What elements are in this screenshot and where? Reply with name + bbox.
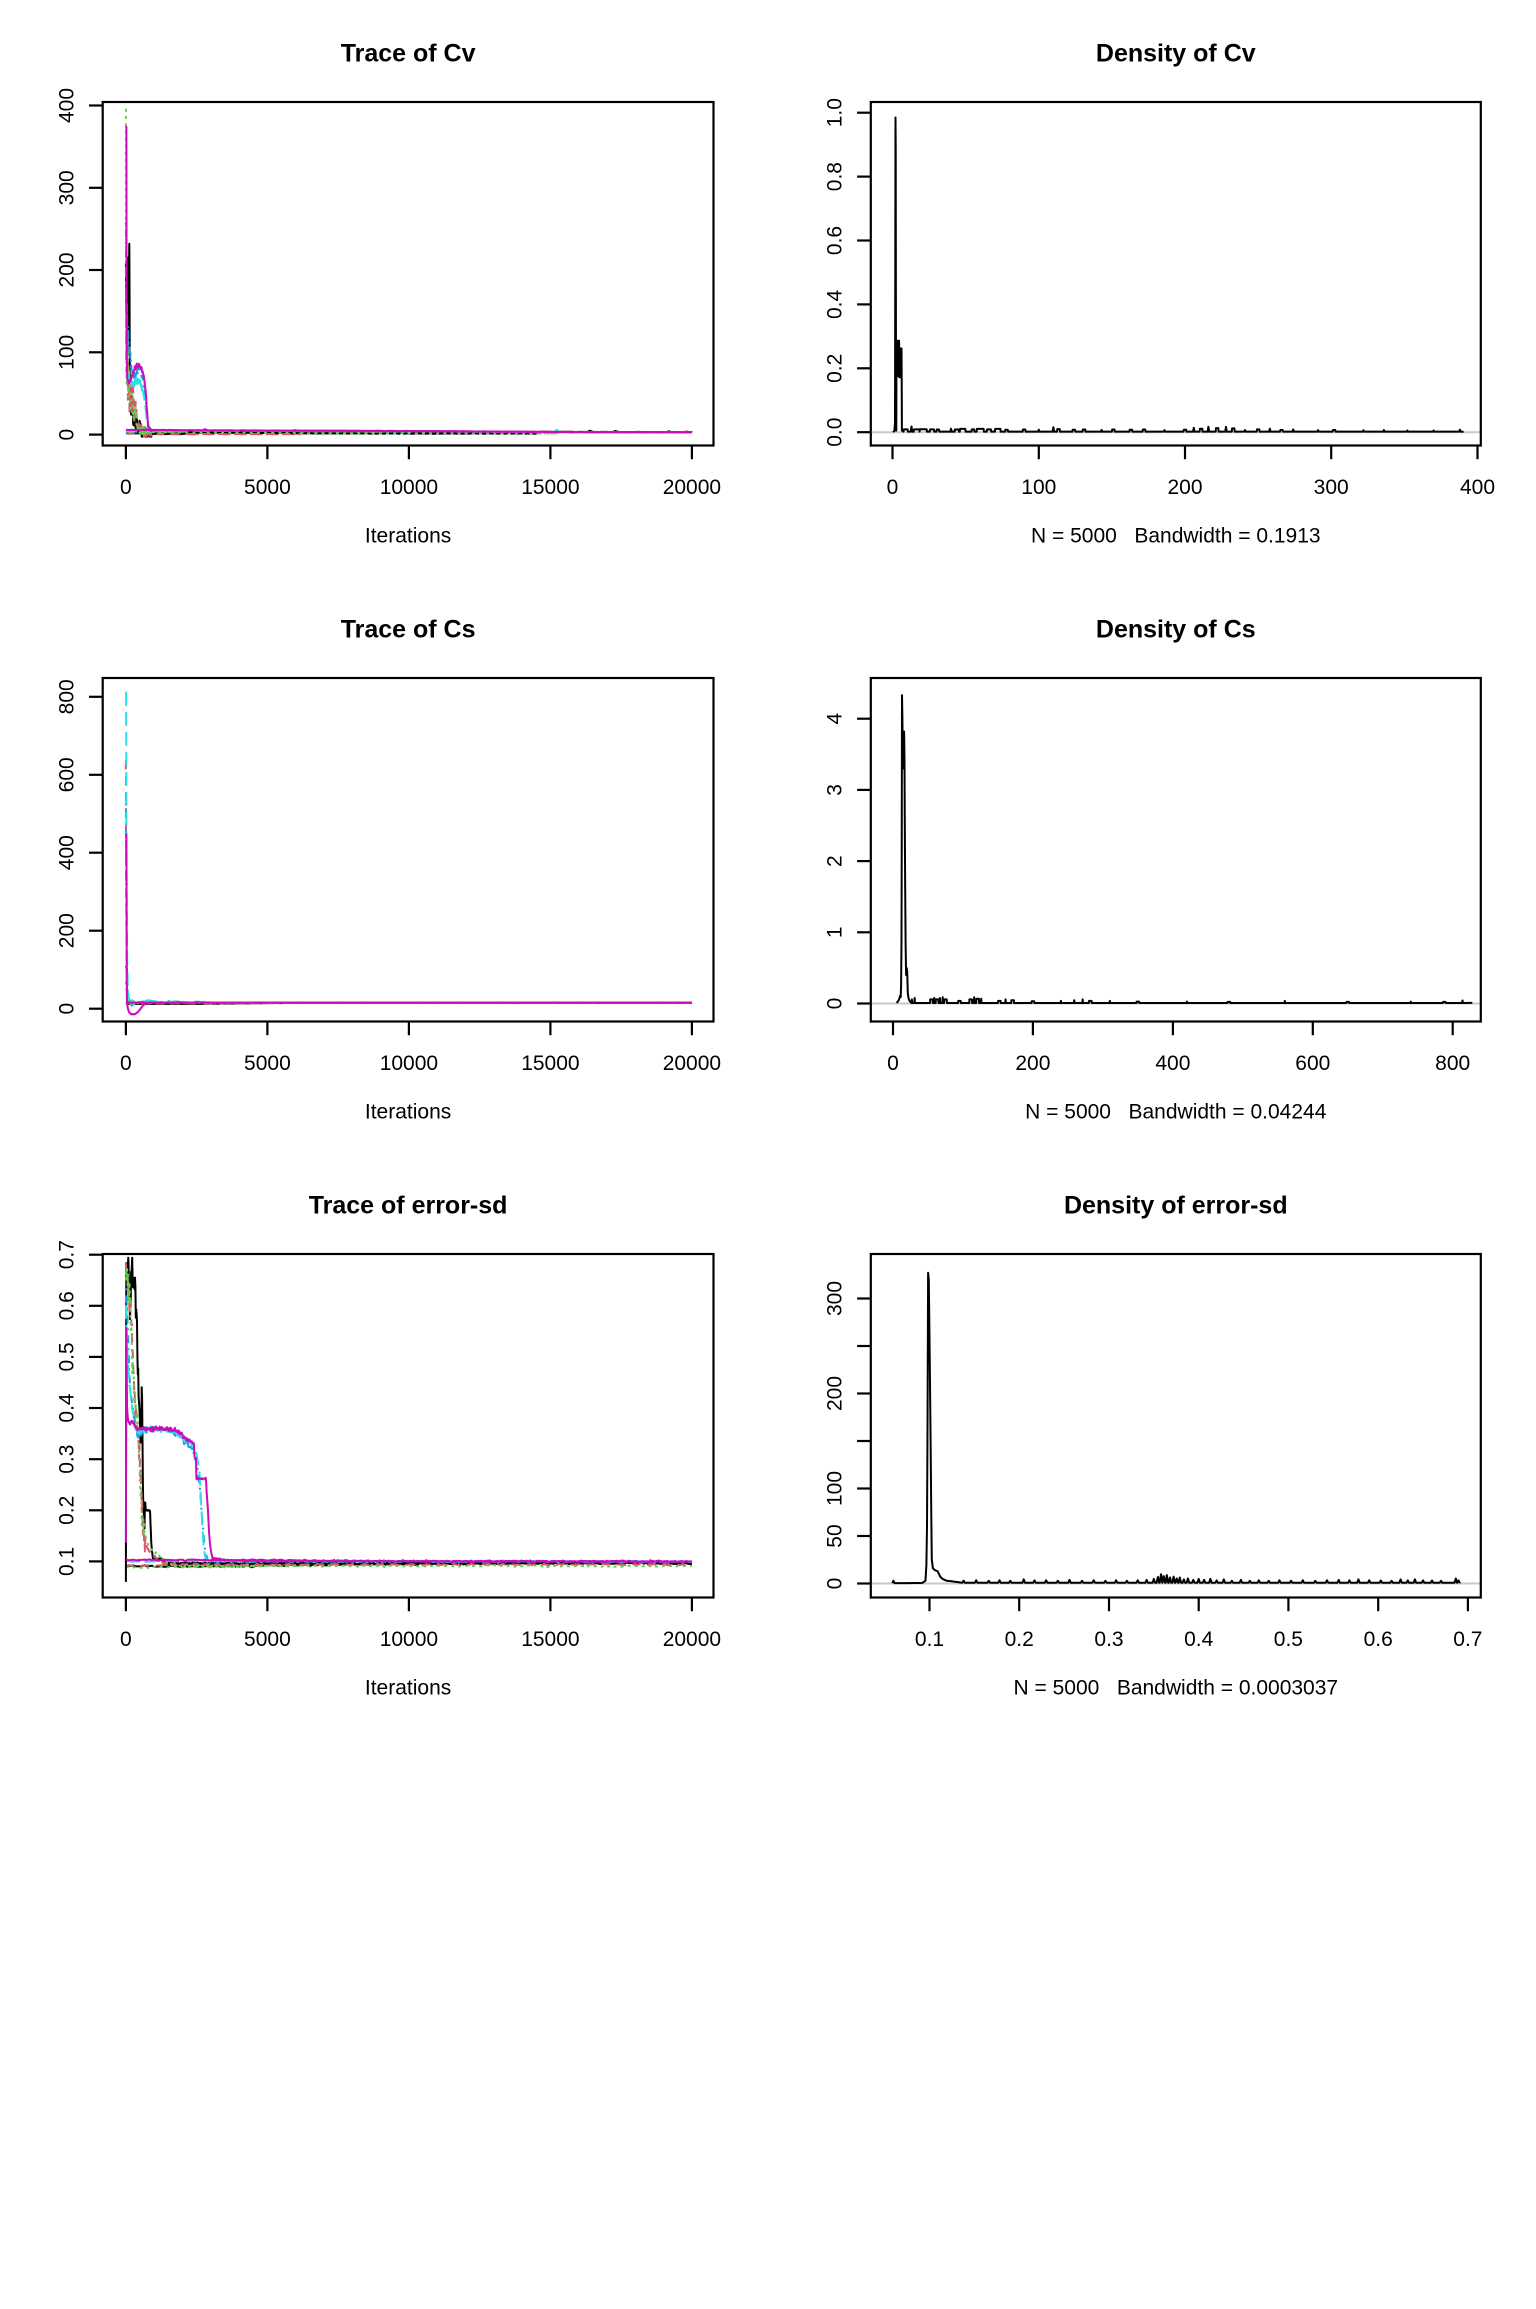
svg-text:400: 400 (55, 88, 78, 123)
svg-text:0.6: 0.6 (824, 226, 847, 255)
svg-text:600: 600 (1295, 1052, 1330, 1075)
svg-text:1.0: 1.0 (824, 98, 847, 127)
svg-text:300: 300 (1314, 476, 1349, 499)
svg-text:Iterations: Iterations (365, 1677, 451, 1700)
svg-text:0.5: 0.5 (55, 1342, 78, 1371)
svg-text:0.2: 0.2 (55, 1496, 78, 1525)
svg-text:10000: 10000 (380, 476, 438, 499)
svg-text:0.3: 0.3 (55, 1445, 78, 1474)
svg-text:0.4: 0.4 (824, 289, 847, 319)
svg-text:200: 200 (1015, 1052, 1050, 1075)
svg-text:15000: 15000 (521, 476, 579, 499)
svg-text:0.0: 0.0 (824, 418, 847, 447)
svg-text:0: 0 (120, 476, 132, 499)
svg-text:50: 50 (824, 1524, 847, 1547)
svg-text:0: 0 (887, 1052, 899, 1075)
svg-text:0: 0 (824, 998, 847, 1010)
svg-text:N = 5000 Bandwidth = 0.00030: N = 5000 Bandwidth = 0.0003037 (1014, 1677, 1339, 1700)
svg-text:200: 200 (55, 913, 78, 948)
svg-text:Density of Cv: Density of Cv (1096, 40, 1256, 68)
svg-text:5000: 5000 (244, 476, 291, 499)
svg-text:100: 100 (1021, 476, 1056, 499)
svg-text:0: 0 (55, 429, 78, 441)
svg-text:400: 400 (1460, 476, 1495, 499)
svg-text:0.8: 0.8 (824, 162, 847, 191)
svg-text:300: 300 (824, 1281, 847, 1316)
svg-text:5000: 5000 (244, 1052, 291, 1075)
svg-text:Iterations: Iterations (365, 525, 451, 548)
svg-text:N = 5000 Bandwidth = 0.1913: N = 5000 Bandwidth = 0.1913 (1031, 525, 1321, 548)
svg-text:0: 0 (120, 1628, 132, 1651)
svg-text:200: 200 (55, 252, 78, 287)
svg-text:Trace of Cs: Trace of Cs (341, 616, 476, 644)
svg-text:20000: 20000 (663, 476, 721, 499)
svg-text:0.1: 0.1 (55, 1547, 78, 1576)
svg-text:0: 0 (120, 1052, 132, 1075)
svg-text:15000: 15000 (521, 1628, 579, 1651)
svg-text:N = 5000 Bandwidth = 0.04244: N = 5000 Bandwidth = 0.04244 (1025, 1101, 1327, 1124)
svg-text:0: 0 (55, 1003, 78, 1015)
svg-text:800: 800 (1435, 1052, 1470, 1075)
svg-text:1: 1 (824, 926, 847, 938)
svg-text:4: 4 (824, 713, 847, 725)
svg-text:100: 100 (55, 335, 78, 370)
svg-text:10000: 10000 (380, 1052, 438, 1075)
svg-text:0.7: 0.7 (55, 1240, 78, 1269)
svg-text:0.1: 0.1 (915, 1628, 944, 1651)
svg-text:0.2: 0.2 (1005, 1628, 1034, 1651)
svg-text:5000: 5000 (244, 1628, 291, 1651)
svg-text:Iterations: Iterations (365, 1101, 451, 1124)
svg-text:15000: 15000 (521, 1052, 579, 1075)
svg-text:2: 2 (824, 855, 847, 867)
svg-text:300: 300 (55, 170, 78, 205)
svg-text:20000: 20000 (663, 1628, 721, 1651)
svg-text:0.4: 0.4 (55, 1393, 78, 1423)
svg-text:200: 200 (824, 1376, 847, 1411)
svg-text:20000: 20000 (663, 1052, 721, 1075)
svg-text:3: 3 (824, 784, 847, 796)
svg-text:Trace of Cv: Trace of Cv (341, 40, 476, 68)
svg-text:400: 400 (1155, 1052, 1190, 1075)
svg-text:Trace of error-sd: Trace of error-sd (309, 1192, 508, 1220)
svg-text:0.6: 0.6 (55, 1291, 78, 1320)
svg-text:400: 400 (55, 835, 78, 870)
svg-text:0.6: 0.6 (1364, 1628, 1393, 1651)
svg-text:800: 800 (55, 679, 78, 714)
svg-text:0.5: 0.5 (1274, 1628, 1303, 1651)
svg-text:0.4: 0.4 (1184, 1628, 1214, 1651)
svg-text:Density of Cs: Density of Cs (1096, 616, 1256, 644)
svg-text:600: 600 (55, 757, 78, 792)
svg-text:0.7: 0.7 (1453, 1628, 1482, 1651)
svg-text:0: 0 (887, 476, 899, 499)
svg-text:Density of error-sd: Density of error-sd (1064, 1192, 1288, 1220)
svg-text:10000: 10000 (380, 1628, 438, 1651)
svg-text:200: 200 (1167, 476, 1202, 499)
svg-text:0.2: 0.2 (824, 354, 847, 383)
svg-text:100: 100 (824, 1471, 847, 1506)
svg-text:0: 0 (824, 1578, 847, 1590)
svg-text:0.3: 0.3 (1094, 1628, 1123, 1651)
